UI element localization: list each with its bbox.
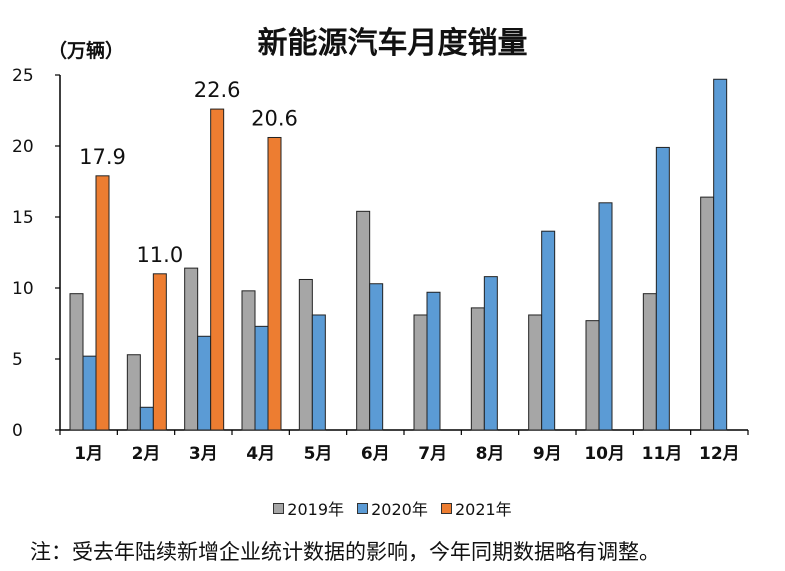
legend-item-2020: 2020年 xyxy=(357,496,428,520)
legend-item-2019: 2019年 xyxy=(273,496,344,520)
bar-2021-4 xyxy=(267,136,282,431)
data-label: 22.6 xyxy=(194,78,241,102)
legend-swatch-2020 xyxy=(357,502,369,514)
x-tick-label: 8月 xyxy=(476,444,505,464)
legend-label-2020: 2020年 xyxy=(371,500,428,519)
bar-2019-4 xyxy=(241,290,256,431)
bar-2020-5 xyxy=(311,314,326,431)
bar-2019-8 xyxy=(470,307,485,431)
bar-2020-7 xyxy=(426,291,441,431)
bar-2020-8 xyxy=(483,276,498,431)
bar-2020-1 xyxy=(82,355,97,431)
bar-2020-11 xyxy=(655,146,670,431)
legend-swatch-2021 xyxy=(440,502,452,514)
y-tick-label: 20 xyxy=(12,137,34,157)
bar-2019-1 xyxy=(69,293,84,431)
legend-swatch-2019 xyxy=(273,502,285,514)
footnote: 注：受去年陆续新增企业统计数据的影响，今年同期数据略有调整。 xyxy=(30,540,660,564)
chart-title: 新能源汽车月度销量 xyxy=(257,26,528,61)
y-tick-label: 0 xyxy=(12,421,23,441)
y-tick-label: 5 xyxy=(12,350,23,370)
data-label: 20.6 xyxy=(251,106,298,130)
bar-2020-4 xyxy=(254,325,269,431)
x-tick-label: 11月 xyxy=(642,444,683,464)
bar-2019-5 xyxy=(298,278,313,431)
legend-item-2021: 2021年 xyxy=(440,496,512,520)
legend-label-2021: 2021年 xyxy=(454,500,512,519)
bar-2020-10 xyxy=(598,202,613,431)
y-tick-label: 25 xyxy=(12,66,34,86)
bar-2019-9 xyxy=(528,314,543,431)
legend: 2019年 2020年 2021年 xyxy=(0,496,785,520)
legend-label-2019: 2019年 xyxy=(287,500,345,519)
x-tick-label: 5月 xyxy=(304,444,333,464)
bar-2021-2 xyxy=(152,273,167,431)
data-label: 11.0 xyxy=(136,243,183,267)
y-tick-label: 15 xyxy=(12,208,34,228)
y-tick-label: 10 xyxy=(12,279,34,299)
bar-2019-3 xyxy=(184,267,199,431)
x-tick-label: 10月 xyxy=(584,444,625,464)
bar-2021-1 xyxy=(95,175,110,431)
x-tick-label: 12月 xyxy=(699,444,740,464)
x-tick-label: 4月 xyxy=(246,444,275,464)
bar-2020-9 xyxy=(541,230,556,431)
bar-2020-12 xyxy=(713,78,728,431)
data-label: 17.9 xyxy=(79,145,126,169)
bar-2019-7 xyxy=(413,314,428,431)
y-axis-unit: （万辆） xyxy=(48,40,125,62)
x-tick-label: 1月 xyxy=(74,444,103,464)
bar-2019-6 xyxy=(356,210,371,431)
x-tick-label: 7月 xyxy=(418,444,447,464)
bar-2019-10 xyxy=(585,320,600,431)
bar-2020-3 xyxy=(197,335,212,431)
x-tick-label: 2月 xyxy=(132,444,161,464)
x-tick-label: 9月 xyxy=(533,444,562,464)
x-tick-label: 3月 xyxy=(189,444,218,464)
bar-2021-3 xyxy=(210,108,225,431)
bar-2019-2 xyxy=(126,354,141,431)
bar-2020-6 xyxy=(369,283,384,431)
bar-2020-2 xyxy=(139,406,154,431)
bar-2019-11 xyxy=(642,293,657,431)
bar-2019-12 xyxy=(700,196,715,431)
x-tick-label: 6月 xyxy=(361,444,390,464)
